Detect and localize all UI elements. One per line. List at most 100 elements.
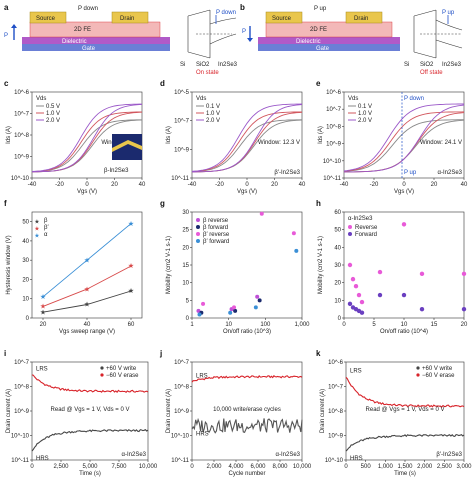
chart-h-ytick-label: 40: [334, 245, 341, 251]
chart-h-ylabel: Mobility (cm2 V-1 s-1): [318, 236, 324, 294]
chart-f-ytick-label: 30: [22, 258, 29, 264]
chart-h-xlabel: On/off ratio (10^4): [380, 329, 428, 335]
chart-d-ylabel: Ids (A): [166, 126, 172, 144]
chart-k-ylabel: Drain current (A): [320, 389, 326, 433]
chart-d-material: β′-In2Se3: [274, 170, 300, 176]
chart-i-legend-label: −60 V erase: [106, 373, 139, 379]
chart-g-ytick-label: 15: [182, 263, 189, 269]
chart-i-legend-label: +60 V write: [106, 366, 137, 372]
chart-f-legend-marker: ★: [34, 219, 39, 226]
chart-g-point: [233, 308, 238, 313]
gate-label-b: Gate: [316, 46, 330, 52]
chart-e-ylabel: Ids (A): [318, 126, 324, 144]
chart-j-label-lrs: LRS: [196, 374, 208, 380]
chart-h-xtick-label: 10: [401, 322, 408, 328]
in2se3-label-a: In2Se3: [218, 62, 238, 68]
chart-g-ytick-label: 0: [186, 316, 190, 322]
chart-h-point: [401, 222, 407, 227]
chart-h-xtick-label: 15: [431, 322, 438, 328]
chart-g-point: [291, 231, 296, 236]
chart-c-letter: c: [4, 79, 9, 88]
chart-i-ytick-label: 10^-10: [11, 434, 30, 440]
chart-f-point: ★: [40, 303, 46, 311]
chart-j-material: α-In2Se3: [276, 452, 301, 458]
chart-e-legend-label: 1.0 V: [358, 111, 372, 117]
chart-c-ytick-label: 10^-6: [14, 90, 29, 96]
chart-g-xlabel: On/off ratio (10^3): [223, 329, 271, 335]
chart-h-legend-label: Forward: [355, 232, 377, 238]
chart-g-xtick-label: 1,000: [294, 322, 310, 328]
chart-h-point: [401, 292, 407, 298]
chart-k-legend-label: +60 V write: [422, 366, 453, 372]
gate-label: Gate: [82, 46, 96, 52]
chart-f-point: ★: [84, 285, 90, 293]
chart-d-xtick-label: 20: [271, 182, 278, 188]
chart-f-legend-marker: ★: [34, 226, 39, 233]
chart-f-point: ★: [128, 262, 134, 270]
chart-j-ytick-label: 10^-7: [174, 360, 189, 366]
chart-k-legend-label: −60 V erase: [422, 373, 455, 379]
chart-i-xtick-label: 2,500: [53, 464, 69, 470]
chart-c-ytick-label: 10^-7: [14, 112, 29, 118]
chart-j-ytick-label: 10^-9: [174, 409, 189, 415]
chart-h-xtick-label: 5: [372, 322, 376, 328]
chart-k-label-hrs: HRS: [350, 456, 363, 462]
chart-d-legend-title: Vds: [196, 96, 206, 102]
chart-e-xtick-label: -20: [370, 182, 379, 188]
chart-g-legend-label: β′ forward: [203, 239, 229, 245]
chart-j-series-1-trace: [191, 417, 303, 434]
chart-d-series-0-reverse: [191, 119, 303, 173]
chart-f-series-0-line: [42, 290, 132, 313]
chart-g-ytick-label: 10: [182, 281, 189, 287]
polarization-label-b: P up: [314, 6, 327, 12]
chart-h-point: [359, 299, 365, 305]
drain-electrode: [111, 11, 149, 24]
chart-g-legend-marker: [196, 218, 200, 222]
chart-k-series-0-trace: [345, 376, 465, 408]
chart-d-xlabel: Vgs (V): [237, 189, 257, 195]
chart-g-point: [201, 301, 206, 306]
chart-i-series-1-trace: [31, 429, 149, 452]
chart-f-point: ★: [128, 287, 134, 295]
chart-f-legend-label: β′: [44, 225, 49, 231]
chart-e-annotation: Window: 24.1 V: [420, 140, 462, 146]
chart-g-ytick-label: 25: [182, 228, 189, 234]
chart-j-xtick-label: 10,000: [293, 464, 312, 470]
chart-c-legend-title: Vds: [36, 96, 46, 102]
chart-e-series-0-reverse: [343, 119, 464, 172]
chart-f-point: ★: [84, 301, 90, 309]
si-label-b: Si: [404, 62, 409, 68]
drain-label-b: Drain: [354, 16, 368, 22]
chart-e-marker-up: P up: [404, 170, 417, 176]
source-electrode: [29, 11, 67, 24]
chart-g-point: [259, 211, 264, 216]
chart-f-point: ★: [128, 220, 134, 228]
chart-d-ytick-label: 10^-11: [171, 176, 189, 182]
chart-g-xtick-label: 1: [190, 322, 194, 328]
chart-g-xtick-label: 10: [225, 322, 232, 328]
chart-i-ylabel: Drain current (A): [6, 389, 12, 433]
chart-k-legend-marker: [416, 373, 420, 377]
chart-g-point: [294, 248, 299, 253]
chart-k-material: β′-In2Se3: [436, 452, 462, 458]
chart-e-series-1-reverse: [343, 111, 465, 172]
chart-d-annotation: Window: 12.3 V: [258, 140, 300, 146]
p-label-b: P: [242, 29, 246, 35]
chart-c-ytick-label: 10^-8: [14, 133, 29, 139]
chart-k-xtick-label: 1,000: [378, 464, 394, 470]
chart-e-series-2-reverse: [343, 103, 464, 172]
chart-j-xtick-label: 0: [190, 464, 194, 470]
chart-e-ytick-label: 10^-10: [323, 159, 342, 165]
chart-g-ytick-label: 30: [182, 210, 189, 216]
chart-h-ytick-label: 30: [334, 263, 341, 269]
chart-j-ylabel: Drain current (A): [166, 389, 172, 433]
chart-d-xtick-label: 40: [299, 182, 306, 188]
chart-h-letter: h: [316, 199, 321, 208]
chart-g-point: [197, 312, 202, 317]
chart-d-ytick-label: 10^-7: [174, 119, 189, 125]
panel-a-letter: a: [4, 3, 9, 12]
dielectric-label-b: Dielectric: [296, 39, 321, 45]
chart-h-ytick-label: 10: [334, 298, 341, 304]
